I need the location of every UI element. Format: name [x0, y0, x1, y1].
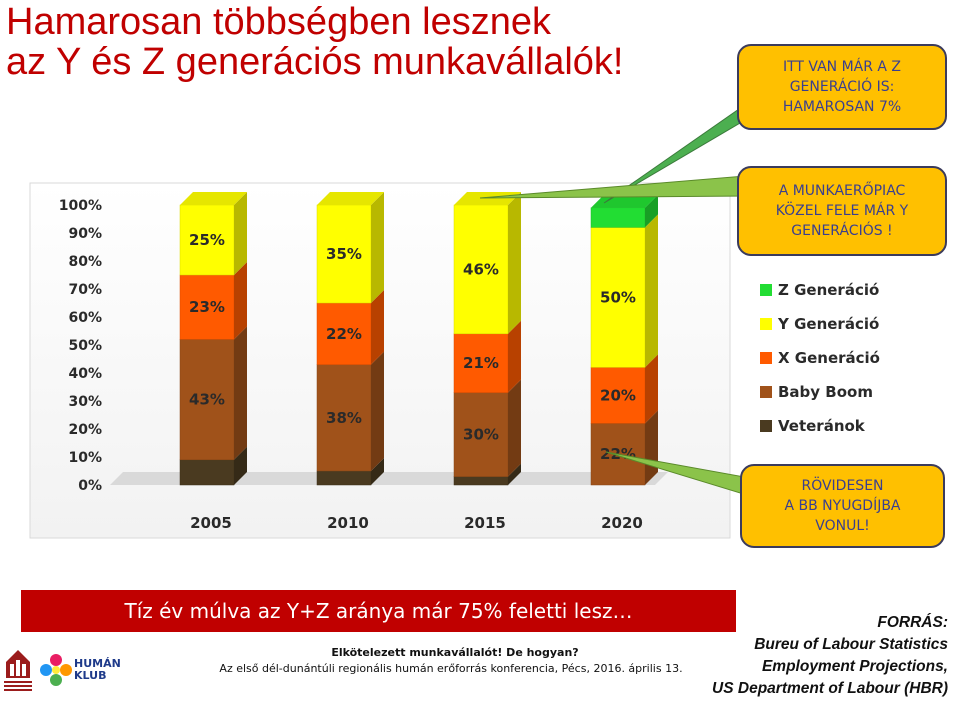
- bar-side: [371, 192, 384, 303]
- bar-segment: [316, 302, 372, 365]
- bar-segment: [453, 204, 509, 335]
- bar-side: [371, 458, 384, 485]
- legend-label: X Generáció: [778, 349, 880, 367]
- bar-data-label: 22%: [326, 325, 362, 343]
- bar-side: [645, 194, 658, 228]
- bar-side: [234, 446, 247, 485]
- bar-segment: [179, 459, 235, 486]
- bar-side: [645, 410, 658, 485]
- bar-top: [454, 192, 521, 205]
- bar-top: [317, 192, 384, 205]
- x-tick-label: 2010: [327, 514, 369, 532]
- legend-swatch: [760, 352, 772, 364]
- bar-side: [645, 214, 658, 368]
- bar-data-label: 20%: [600, 386, 636, 404]
- bar-data-label: 35%: [326, 245, 362, 263]
- source-line-4: US Department of Labour (HBR): [712, 680, 948, 697]
- bar-top: [180, 192, 247, 205]
- y-tick-label: 90%: [68, 226, 102, 242]
- y-tick-label: 60%: [68, 310, 102, 326]
- callout-y-generation: A MUNKAERŐPIAC KÖZEL FELE MÁR Y GENERÁCI…: [737, 166, 947, 256]
- callout-z-generation: ITT VAN MÁR A Z GENERÁCIÓ IS: HAMAROSAN …: [737, 44, 947, 130]
- bar-side: [371, 290, 384, 365]
- y-tick-label: 40%: [68, 366, 102, 382]
- legend-label: Y Generáció: [777, 315, 879, 333]
- bar-segment: [179, 204, 235, 276]
- source-line-2: Bureu of Labour Statistics: [754, 636, 948, 653]
- human-klub-text: HUMÁN KLUB: [74, 658, 121, 682]
- page-title: Hamarosan többségben lesznek az Y és Z g…: [6, 2, 726, 82]
- y-tick-label: 0%: [78, 478, 102, 494]
- bar-side: [508, 379, 521, 477]
- bar-data-label: 25%: [189, 231, 225, 249]
- footer-conference: Az első dél-dunántúli regionális humán e…: [219, 662, 683, 675]
- bar-data-label: 21%: [463, 354, 499, 372]
- bar-top: [591, 194, 658, 208]
- callout-z-text: ITT VAN MÁR A Z GENERÁCIÓ IS: HAMAROSAN …: [782, 59, 902, 115]
- y-tick-label: 30%: [68, 394, 102, 410]
- callout-y-text: A MUNKAERŐPIAC KÖZEL FELE MÁR Y GENERÁCI…: [775, 183, 909, 239]
- bar-segment: [316, 364, 372, 472]
- legend-swatch: [760, 386, 772, 398]
- bar-side: [508, 463, 521, 485]
- bar-segment: [316, 470, 372, 486]
- flower-icon: [40, 654, 72, 686]
- callout-bb-text: RÖVIDESEN A BB NYUGDÍJBA VONUL!: [784, 478, 901, 534]
- chart-floor: [110, 472, 668, 485]
- bar-segment: [453, 392, 509, 477]
- y-tick-label: 20%: [68, 422, 102, 438]
- bar-segment: [453, 476, 509, 486]
- source-line-1: FORRÁS:: [877, 614, 948, 631]
- human-klub-logo: HUMÁN KLUB: [40, 652, 135, 692]
- human-klub-line-2: KLUB: [74, 669, 107, 682]
- summary-banner: Tíz év múlva az Y+Z aránya már 75% felet…: [21, 590, 736, 632]
- bar-data-label: 23%: [189, 298, 225, 316]
- x-tick-label: 2005: [190, 514, 232, 532]
- legend-swatch: [760, 318, 772, 330]
- bar-data-label: 46%: [463, 260, 499, 278]
- x-tick-label: 2020: [601, 514, 643, 532]
- y-tick-label: 80%: [68, 254, 102, 270]
- footer-tagline: Elkötelezett munkavállalót! De hogyan?: [331, 646, 579, 659]
- bar-side: [508, 192, 521, 334]
- legend-swatch: [760, 284, 772, 296]
- bar-segment: [590, 207, 646, 228]
- y-tick-label: 10%: [68, 450, 102, 466]
- legend-label: Baby Boom: [778, 383, 873, 401]
- bar-data-label: 38%: [326, 409, 362, 427]
- bar-segment: [179, 339, 235, 461]
- x-tick-label: 2015: [464, 514, 506, 532]
- legend-swatch: [760, 420, 772, 432]
- title-line-2: az Y és Z generációs munkavállalók!: [6, 41, 624, 83]
- bar-data-label: 50%: [600, 288, 636, 306]
- bar-side: [234, 326, 247, 460]
- title-line-1: Hamarosan többségben lesznek: [6, 1, 552, 43]
- bar-segment: [453, 333, 509, 393]
- bar-side: [645, 354, 658, 424]
- source-block: FORRÁS: Bureu of Labour Statistics Emplo…: [668, 612, 948, 700]
- bar-side: [508, 320, 521, 393]
- bar-side: [234, 262, 247, 340]
- bar-segment: [316, 204, 372, 304]
- source-line-3: Employment Projections,: [761, 658, 948, 675]
- bar-side: [234, 192, 247, 275]
- y-tick-label: 100%: [59, 198, 102, 214]
- human-klub-line-1: HUMÁN: [74, 657, 121, 670]
- bar-data-label: 43%: [189, 391, 225, 409]
- y-tick-label: 70%: [68, 282, 102, 298]
- legend-label: Z Generáció: [778, 281, 879, 299]
- callout-babyboom: RÖVIDESEN A BB NYUGDÍJBA VONUL!: [740, 464, 945, 548]
- bar-side: [371, 351, 384, 471]
- y-tick-label: 50%: [68, 338, 102, 354]
- university-crest-logo: [4, 650, 32, 691]
- legend-label: Veteránok: [778, 417, 866, 435]
- bar-segment: [590, 227, 646, 368]
- bar-data-label: 30%: [463, 426, 499, 444]
